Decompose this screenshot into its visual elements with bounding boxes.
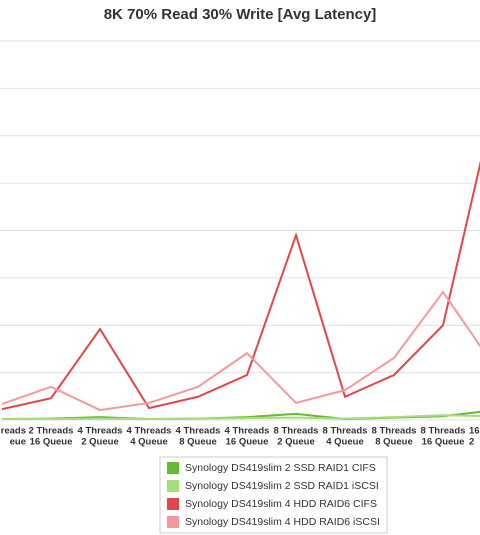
legend-label: Synology DS419slim 4 HDD RAID6 iSCSI — [185, 516, 380, 528]
series-line — [1, 290, 480, 412]
legend-label: Synology DS419slim 2 SSD RAID1 CIFS — [185, 462, 376, 474]
legend-label: Synology DS419slim 4 HDD RAID6 CIFS — [185, 498, 377, 510]
x-tick-label: 8 Threads — [372, 426, 417, 437]
x-tick-label: 8 Threads — [323, 426, 368, 437]
x-tick-label: 4 Threads — [78, 426, 123, 437]
x-tick-label: 8 Queue — [179, 437, 217, 448]
x-tick-label: 16 T — [469, 426, 480, 437]
x-tick-label: 4 Queue — [326, 437, 364, 448]
series-line — [2, 414, 480, 421]
series-line — [1, 160, 480, 411]
x-tick-label: 2 Threads — [29, 426, 74, 437]
legend-swatch — [167, 462, 179, 474]
legend-box — [159, 456, 388, 534]
x-tick-label: 8 Threads — [421, 426, 466, 437]
x-tick-label: 8 Queue — [375, 437, 413, 448]
x-tick-label: 16 Queue — [30, 437, 73, 448]
x-tick-label: eue — [10, 437, 26, 448]
x-tick-label: 16 Queue — [422, 437, 465, 448]
x-tick-label: 16 Queue — [226, 437, 269, 448]
x-tick-label: 4 Threads — [225, 426, 270, 437]
legend-swatch — [167, 480, 179, 492]
x-tick-label: reads — [1, 426, 26, 437]
legend-swatch — [167, 516, 179, 528]
x-tick-label: 4 Threads — [127, 426, 172, 437]
x-tick-label: 8 Threads — [274, 426, 319, 437]
chart-title: 8K 70% Read 30% Write [Avg Latency] — [104, 6, 377, 23]
x-tick-label: 2 — [469, 437, 474, 448]
legend-label: Synology DS419slim 2 SSD RAID1 iSCSI — [185, 480, 379, 492]
x-tick-label: 4 Queue — [130, 437, 168, 448]
x-tick-label: 2 Queue — [277, 437, 315, 448]
x-tick-label: 4 Threads — [176, 426, 221, 437]
x-tick-label: 2 Queue — [81, 437, 119, 448]
legend-swatch — [167, 498, 179, 510]
